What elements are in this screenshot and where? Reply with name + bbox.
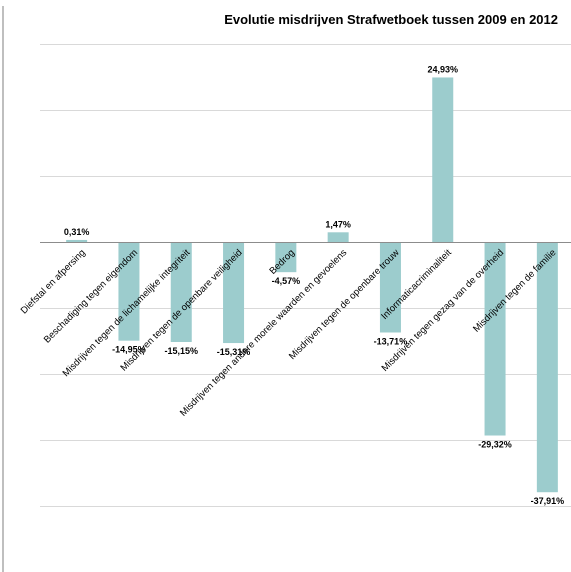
data-label: 24,93% [427,64,458,74]
bar [379,242,401,333]
data-label: 1,47% [325,219,351,229]
data-label: -15,15% [164,346,198,356]
data-label: -13,71% [374,336,408,346]
data-label: -15,31% [217,347,251,357]
data-label: -14,95% [112,345,146,355]
bar [66,239,88,242]
bar [118,242,140,341]
bar [327,232,349,242]
data-label: -4,57% [272,276,301,286]
bar [536,242,558,493]
bar [432,77,454,242]
data-label: 0,31% [64,227,90,237]
bar [484,242,506,436]
bars [66,77,558,493]
bar [275,242,297,273]
bar [170,242,192,342]
data-labels: 0,31% -14,95% -15,15% -15,31% -4,57% 1,47% -13… [64,64,564,506]
data-label: -37,91% [531,496,565,506]
bar [223,242,245,344]
data-label: -29,32% [478,440,512,450]
chart-title: Evolutie misdrijven Strafwetboek tussen … [224,12,558,27]
